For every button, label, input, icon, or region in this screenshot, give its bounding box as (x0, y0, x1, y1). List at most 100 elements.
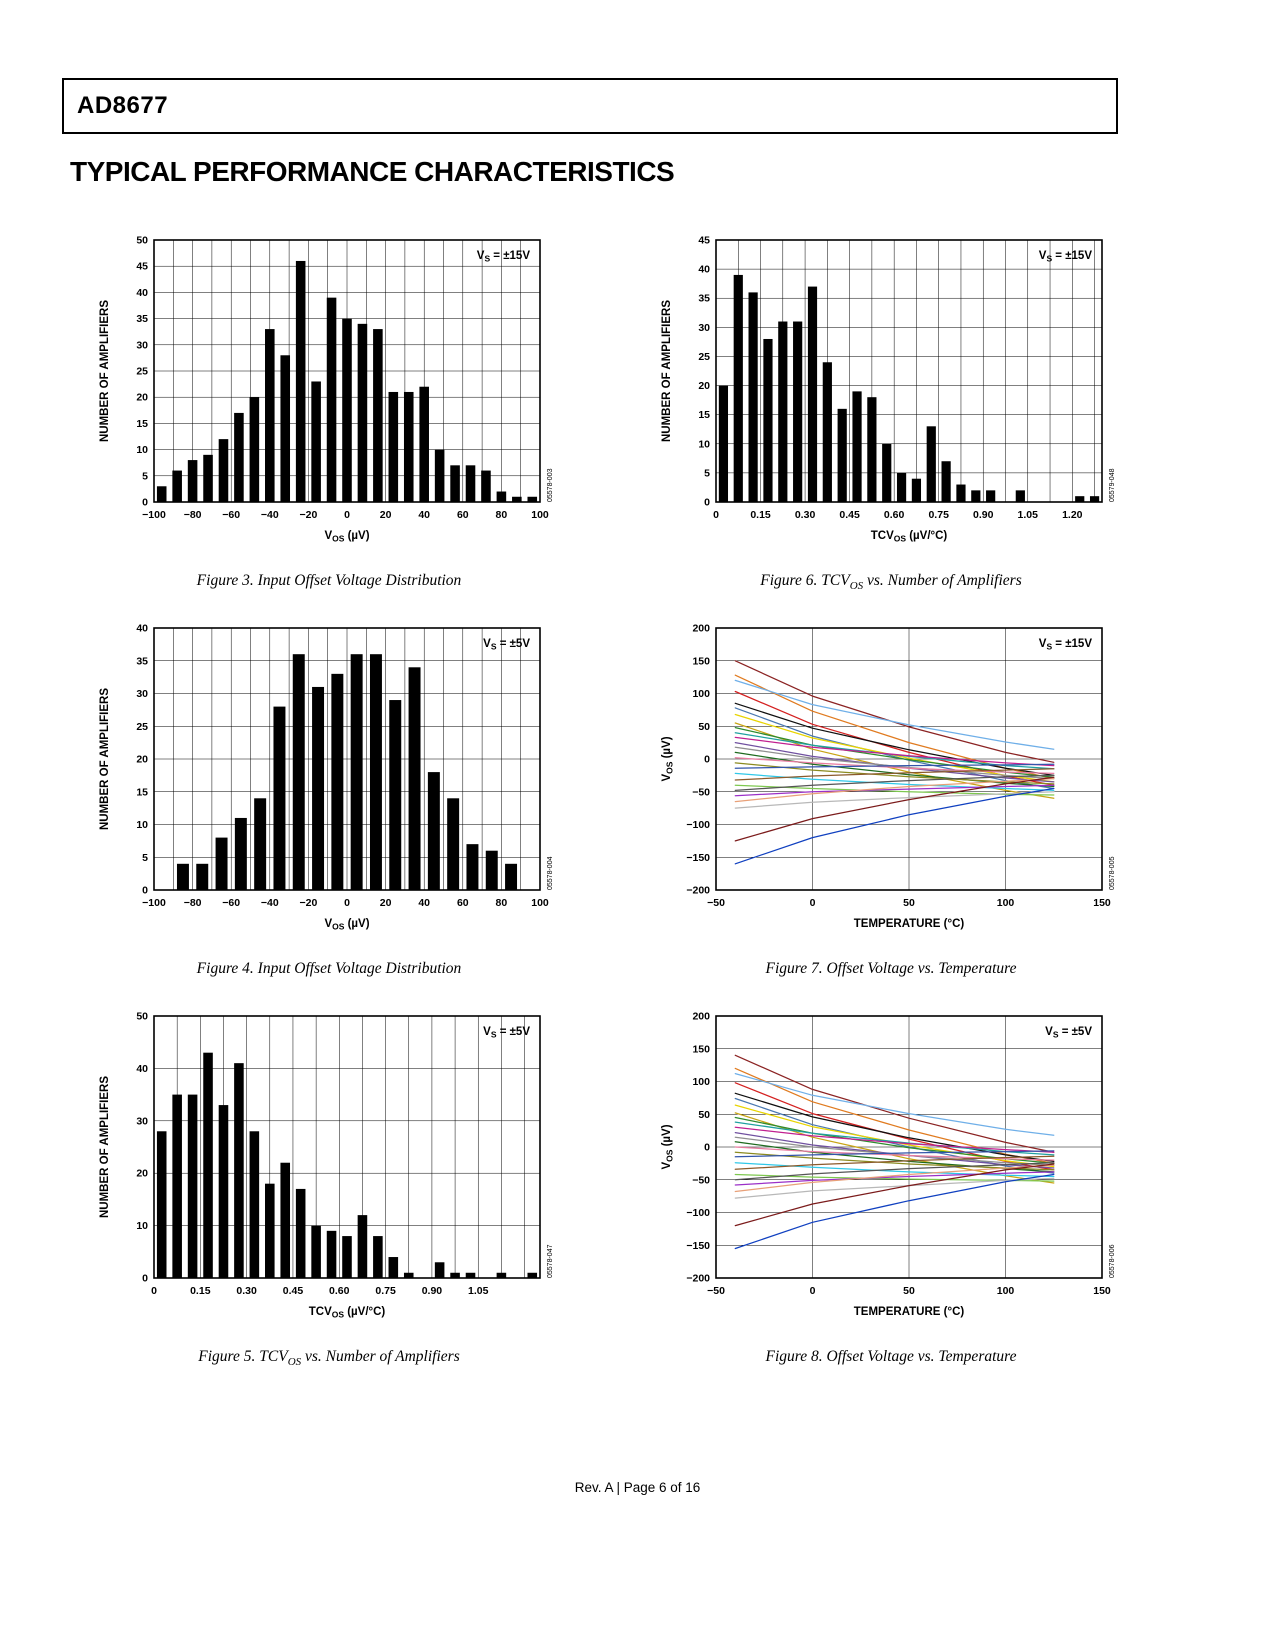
x-tick-label: 0.30 (236, 1285, 257, 1297)
figure-code: 05579-048 (1109, 468, 1116, 502)
histogram-bar (1015, 490, 1025, 502)
series-line (734, 784, 1055, 797)
caption-subscript: OS (849, 580, 864, 593)
histogram-bar (273, 706, 286, 891)
histogram-bar (427, 772, 440, 891)
histogram-bar (357, 1215, 368, 1279)
y-tick-label: 30 (698, 322, 710, 334)
histogram-bar (496, 491, 507, 502)
x-tick-label: 1.05 (468, 1285, 489, 1297)
plot-frame (715, 239, 1103, 503)
y-tick-label: 50 (698, 721, 710, 733)
histogram-bar (1075, 496, 1085, 502)
y-axis-title: NUMBER OF AMPLIFIERS (99, 1076, 111, 1218)
y-tick-label: 200 (692, 623, 710, 635)
histogram-bar (434, 1262, 445, 1279)
histogram-bar (389, 700, 402, 891)
series-line (734, 1155, 1055, 1171)
x-tick-label: 0.30 (795, 509, 816, 521)
histogram-bar (280, 1162, 291, 1279)
figure-code: 05578-006 (1109, 1245, 1116, 1279)
series-line (734, 787, 1055, 865)
y-tick-label: 0 (142, 497, 148, 509)
y-tick-label: 50 (136, 235, 148, 247)
y-tick-label: 0 (704, 754, 710, 766)
histogram-bar (778, 321, 788, 502)
y-axis-title: VOS (µV) (661, 736, 675, 781)
part-number-header: AD8677 (62, 78, 1118, 134)
x-tick-label: −40 (261, 897, 279, 909)
x-tick-label: 40 (418, 897, 430, 909)
histogram-bar (527, 496, 538, 502)
x-tick-label: 0 (344, 897, 350, 909)
histogram-bar (215, 837, 228, 891)
series-line (734, 1171, 1055, 1186)
y-tick-label: −200 (686, 885, 710, 897)
figure-code: 05578-003 (547, 468, 554, 502)
histogram-bar (403, 391, 414, 502)
x-tick-label: −100 (142, 897, 166, 909)
series-line (734, 732, 1055, 770)
y-tick-label: 25 (136, 366, 148, 378)
y-tick-label: 100 (692, 1076, 710, 1088)
histogram-bar (403, 1272, 414, 1279)
series-line (734, 1162, 1055, 1181)
figure-7: −200 −150 −100 −50 0 50 100 150 200 −50 0 50 100 150 T… (656, 614, 1126, 980)
histogram-bar (156, 486, 167, 502)
y-tick-label: 20 (698, 380, 710, 392)
y-tick-label: 10 (698, 438, 710, 450)
x-tick-label: 0 (713, 509, 719, 521)
histogram-bar (512, 496, 522, 502)
y-tick-label: 40 (136, 287, 148, 299)
series-line (734, 776, 1055, 842)
x-tick-label: 50 (903, 1285, 915, 1297)
y-tick-label: 45 (136, 261, 148, 273)
x-tick-label: 100 (997, 897, 1015, 909)
histogram-bar (350, 654, 363, 891)
y-tick-label: 40 (136, 1063, 148, 1075)
histogram-bar (265, 1183, 275, 1279)
y-tick-label: 30 (136, 1115, 148, 1127)
histogram-bar (342, 1236, 352, 1279)
histogram-bar (941, 461, 951, 502)
histogram-bar (882, 443, 892, 502)
plot-frame (715, 627, 1103, 891)
x-tick-label: 60 (457, 897, 469, 909)
series-line (734, 757, 1055, 775)
histogram-bar (496, 1272, 507, 1279)
x-tick-label: −40 (261, 509, 279, 521)
y-tick-label: 25 (136, 721, 148, 733)
x-tick-label: −20 (299, 897, 317, 909)
y-tick-label: −200 (686, 1273, 710, 1285)
x-tick-label: −50 (707, 1285, 725, 1297)
y-tick-label: 35 (698, 293, 710, 305)
series-line (734, 1104, 1055, 1168)
plot-frame (153, 1015, 541, 1279)
histogram-bar (218, 1105, 229, 1279)
figure-3-chart: 0 5 10 15 20 25 30 35 40 45 50 −100 −80 −60 −40 −20 0 20 4… (99, 235, 554, 544)
y-tick-label: −100 (686, 1207, 710, 1219)
histogram-bar (447, 798, 460, 891)
y-tick-label: 100 (692, 688, 710, 700)
y-tick-label: −50 (692, 1174, 710, 1186)
supply-voltage-annotation: VS = ±15V (477, 250, 531, 264)
histogram-bar (311, 1225, 321, 1279)
y-tick-label: 30 (136, 339, 148, 351)
series-line (734, 768, 1055, 781)
y-tick-label: 0 (704, 497, 710, 509)
x-tick-label: 50 (903, 897, 915, 909)
figures-grid: 0 5 10 15 20 25 30 35 40 45 50 −100 −80 −60 −40 −20 0 20 4… (94, 226, 1126, 1369)
figure-code: 05578-047 (547, 1245, 554, 1279)
histogram-bar (527, 1272, 538, 1279)
figure-code: 05578-004 (547, 857, 554, 891)
figure-code: 05578-005 (1109, 857, 1116, 891)
caption-text: Figure 3. Input Offset Voltage Distribut… (196, 572, 462, 589)
y-tick-label: 20 (136, 754, 148, 766)
histogram-bar (331, 673, 344, 891)
histogram-bar (326, 1231, 337, 1279)
histogram-bar (807, 286, 818, 502)
y-tick-label: 20 (136, 392, 148, 404)
histogram-bar (450, 465, 460, 502)
x-axis-title: VOS (µV) (324, 918, 369, 932)
histogram-bar (357, 323, 368, 502)
